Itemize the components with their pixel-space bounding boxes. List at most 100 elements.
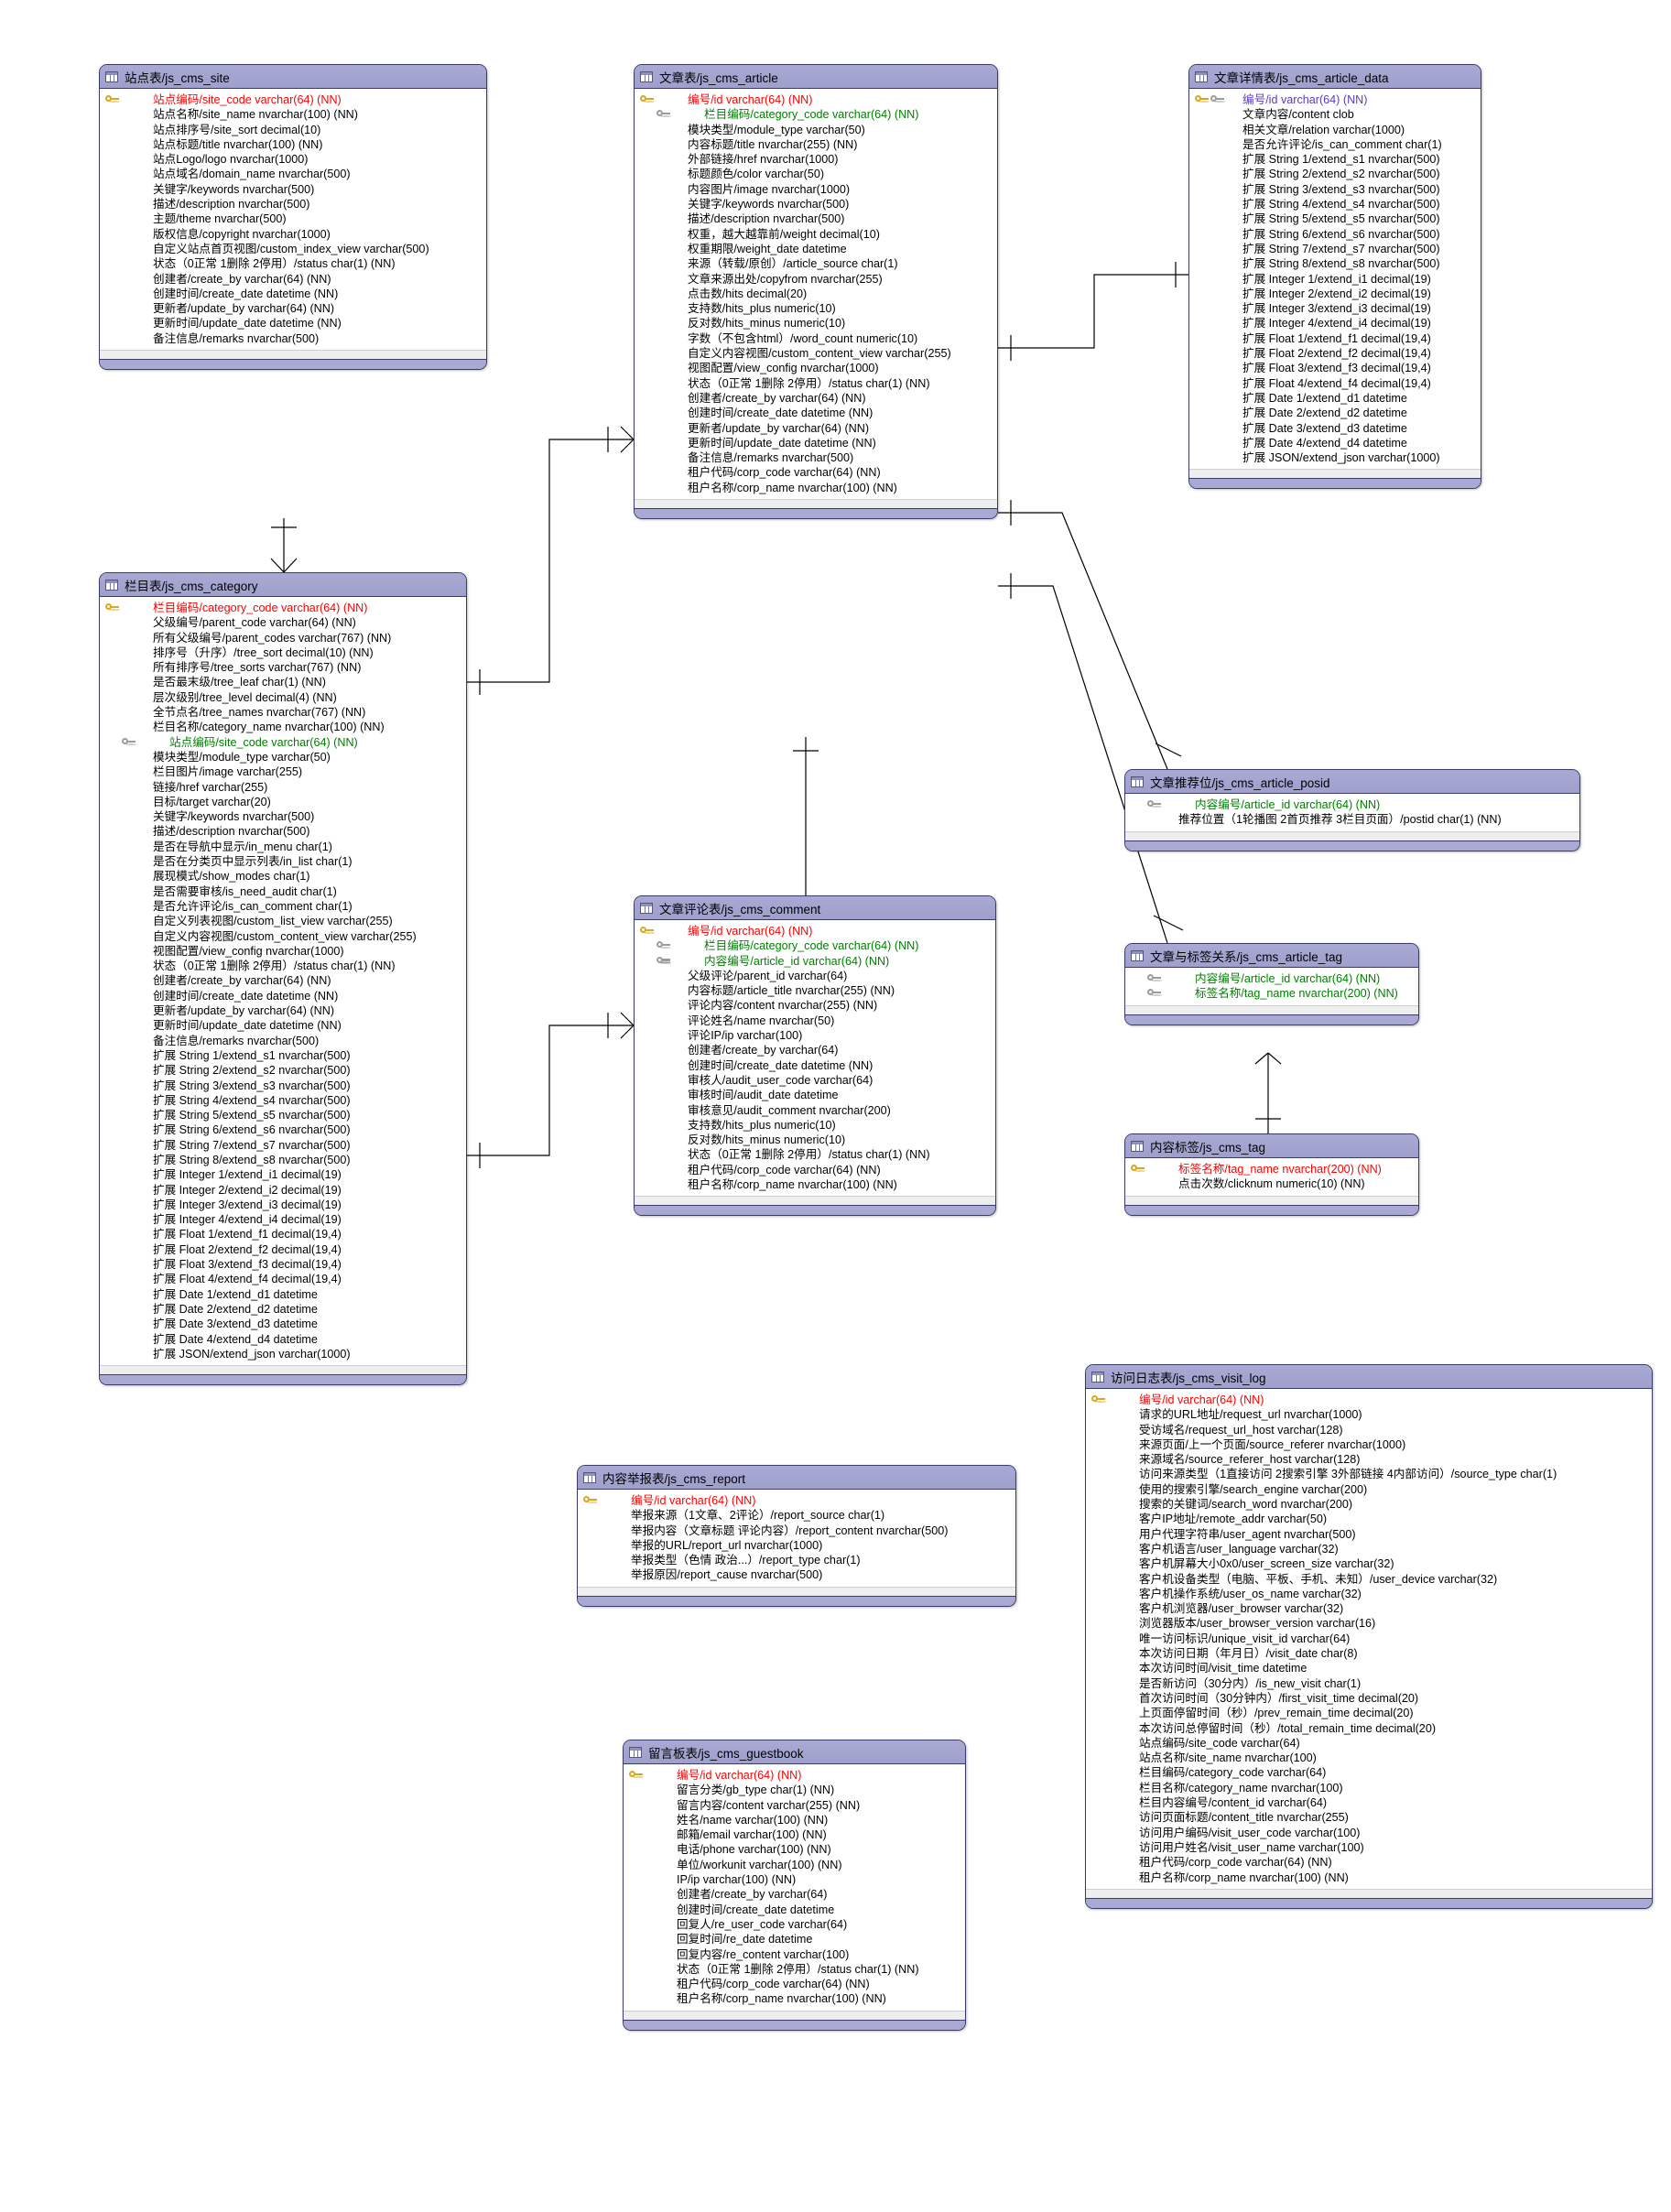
attribute-row[interactable]: 栏目编码/category_code varchar(64) <box>1086 1765 1652 1780</box>
attribute-row[interactable]: 创建者/create_by varchar(64) <box>635 1043 995 1057</box>
attribute-row[interactable]: 扩展 Float 4/extend_f4 decimal(19,4) <box>1189 376 1481 391</box>
attribute-row[interactable]: 电话/phone varchar(100) (NN) <box>624 1842 965 1857</box>
attribute-row[interactable]: 栏目编码/category_code varchar(64) (NN) <box>100 601 466 615</box>
attribute-row[interactable]: 客户机屏幕大小0x0/user_screen_size varchar(32) <box>1086 1556 1652 1571</box>
attribute-row[interactable]: 请求的URL地址/request_url nvarchar(1000) <box>1086 1407 1652 1422</box>
attribute-row[interactable]: 扩展 Integer 3/extend_i3 decimal(19) <box>100 1198 466 1212</box>
attribute-row[interactable]: 栏目内容编号/content_id varchar(64) <box>1086 1795 1652 1810</box>
attribute-row[interactable]: 是否在分类页中显示列表/in_list char(1) <box>100 854 466 869</box>
attribute-row[interactable]: 来源（转载/原创）/article_source char(1) <box>635 256 997 271</box>
attribute-row[interactable]: 创建时间/create_date datetime (NN) <box>635 1058 995 1073</box>
attribute-row[interactable]: 描述/description nvarchar(500) <box>100 824 466 839</box>
attribute-row[interactable]: 使用的搜索引擎/search_engine varchar(200) <box>1086 1482 1652 1497</box>
attribute-row[interactable]: 扩展 Float 1/extend_f1 decimal(19,4) <box>100 1227 466 1242</box>
attribute-row[interactable]: 是否新访问（30分内）/is_new_visit char(1) <box>1086 1676 1652 1691</box>
attribute-row[interactable]: 文章来源出处/copyfrom nvarchar(255) <box>635 272 997 287</box>
attribute-row[interactable]: 点击数/hits decimal(20) <box>635 287 997 301</box>
entity-tag[interactable]: 内容标签/js_cms_tag 标签名称/tag_name nvarchar(20… <box>1124 1133 1419 1216</box>
attribute-row[interactable]: 自定义列表视图/custom_list_view varchar(255) <box>100 914 466 928</box>
attribute-row[interactable]: 更新者/update_by varchar(64) (NN) <box>100 301 486 316</box>
attribute-row[interactable]: 上页面停留时间（秒）/prev_remain_time decimal(20) <box>1086 1706 1652 1720</box>
attribute-row[interactable]: 内容编号/article_id varchar(64) (NN) <box>1125 797 1579 812</box>
entity-header-visit_log[interactable]: 访问日志表/js_cms_visit_log <box>1086 1365 1652 1389</box>
attribute-row[interactable]: 扩展 Date 4/extend_d4 datetime <box>100 1332 466 1347</box>
attribute-row[interactable]: 栏目图片/image varchar(255) <box>100 764 466 779</box>
attribute-row[interactable]: 创建时间/create_date datetime (NN) <box>100 287 486 301</box>
attribute-row[interactable]: 内容标题/article_title nvarchar(255) (NN) <box>635 983 995 998</box>
attribute-row[interactable]: 标签名称/tag_name nvarchar(200) (NN) <box>1125 1162 1418 1176</box>
entity-category[interactable]: 栏目表/js_cms_category 栏目编码/category_code va… <box>99 572 467 1386</box>
attribute-row[interactable]: 扩展 Float 3/extend_f3 decimal(19,4) <box>100 1257 466 1272</box>
attribute-row[interactable]: 客户IP地址/remote_addr varchar(50) <box>1086 1512 1652 1526</box>
attribute-row[interactable]: 备注信息/remarks nvarchar(500) <box>635 450 997 465</box>
attribute-row[interactable]: 站点编码/site_code varchar(64) (NN) <box>100 735 466 750</box>
attribute-row[interactable]: 关键字/keywords nvarchar(500) <box>100 182 486 197</box>
attribute-row[interactable]: 举报来源（1文章、2评论）/report_source char(1) <box>578 1508 1015 1523</box>
attribute-row[interactable]: 扩展 Date 1/extend_d1 datetime <box>100 1287 466 1302</box>
attribute-row[interactable]: 内容标题/title nvarchar(255) (NN) <box>635 137 997 152</box>
attribute-row[interactable]: 邮箱/email varchar(100) (NN) <box>624 1827 965 1842</box>
attribute-row[interactable]: 状态（0正常 1删除 2停用）/status char(1) (NN) <box>635 1147 995 1162</box>
attribute-row[interactable]: 更新者/update_by varchar(64) (NN) <box>635 421 997 436</box>
attribute-row[interactable]: 父级评论/parent_id varchar(64) <box>635 969 995 983</box>
attribute-row[interactable]: 扩展 String 1/extend_s1 nvarchar(500) <box>100 1048 466 1063</box>
entity-header-article_tag[interactable]: 文章与标签关系/js_cms_article_tag <box>1125 944 1418 968</box>
attribute-row[interactable]: 扩展 Integer 3/extend_i3 decimal(19) <box>1189 301 1481 316</box>
attribute-row[interactable]: 扩展 Date 2/extend_d2 datetime <box>1189 406 1481 420</box>
attribute-row[interactable]: 父级编号/parent_code varchar(64) (NN) <box>100 615 466 630</box>
attribute-row[interactable]: 站点域名/domain_name nvarchar(500) <box>100 167 486 181</box>
attribute-row[interactable]: 租户名称/corp_name nvarchar(100) (NN) <box>1086 1870 1652 1885</box>
attribute-row[interactable]: 站点编码/site_code varchar(64) (NN) <box>100 92 486 107</box>
attribute-row[interactable]: 内容图片/image nvarchar(1000) <box>635 182 997 197</box>
attribute-row[interactable]: 反对数/hits_minus numeric(10) <box>635 1133 995 1147</box>
attribute-row[interactable]: 创建者/create_by varchar(64) (NN) <box>100 272 486 287</box>
attribute-row[interactable]: 关键字/keywords nvarchar(500) <box>635 197 997 211</box>
attribute-row[interactable]: 创建时间/create_date datetime (NN) <box>100 989 466 1003</box>
attribute-row[interactable]: 评论姓名/name nvarchar(50) <box>635 1014 995 1028</box>
attribute-row[interactable]: 更新时间/update_date datetime (NN) <box>100 316 486 331</box>
attribute-row[interactable]: 回复时间/re_date datetime <box>624 1932 965 1946</box>
attribute-row[interactable]: 客户机语言/user_language varchar(32) <box>1086 1542 1652 1556</box>
attribute-row[interactable]: 站点Logo/logo nvarchar(1000) <box>100 152 486 167</box>
attribute-row[interactable]: 编号/id varchar(64) (NN) <box>1086 1393 1652 1407</box>
attribute-row[interactable]: 扩展 Float 2/extend_f2 decimal(19,4) <box>1189 346 1481 361</box>
attribute-row[interactable]: 客户机操作系统/user_os_name varchar(32) <box>1086 1587 1652 1601</box>
attribute-row[interactable]: 是否需要审核/is_need_audit char(1) <box>100 884 466 899</box>
attribute-row[interactable]: 描述/description nvarchar(500) <box>100 197 486 211</box>
attribute-row[interactable]: 模块类型/module_type varchar(50) <box>635 123 997 137</box>
attribute-row[interactable]: 扩展 Date 1/extend_d1 datetime <box>1189 391 1481 406</box>
attribute-row[interactable]: 受访域名/request_url_host varchar(128) <box>1086 1423 1652 1437</box>
attribute-row[interactable]: 站点标题/title nvarchar(100) (NN) <box>100 137 486 152</box>
attribute-row[interactable]: 扩展 String 5/extend_s5 nvarchar(500) <box>100 1108 466 1122</box>
attribute-row[interactable]: 扩展 Float 3/extend_f3 decimal(19,4) <box>1189 361 1481 375</box>
attribute-row[interactable]: 扩展 String 1/extend_s1 nvarchar(500) <box>1189 152 1481 167</box>
attribute-row[interactable]: 视图配置/view_config nvarchar(1000) <box>100 944 466 959</box>
attribute-row[interactable]: 扩展 String 2/extend_s2 nvarchar(500) <box>100 1063 466 1078</box>
entity-header-guestbook[interactable]: 留言板表/js_cms_guestbook <box>624 1740 965 1764</box>
attribute-row[interactable]: 展现模式/show_modes char(1) <box>100 869 466 884</box>
attribute-row[interactable]: 栏目编码/category_code varchar(64) (NN) <box>635 107 997 122</box>
attribute-row[interactable]: 扩展 String 6/extend_s6 nvarchar(500) <box>1189 227 1481 242</box>
attribute-row[interactable]: 举报原因/report_cause nvarchar(500) <box>578 1567 1015 1582</box>
attribute-row[interactable]: 点击次数/clicknum numeric(10) (NN) <box>1125 1176 1418 1191</box>
attribute-row[interactable]: 反对数/hits_minus numeric(10) <box>635 316 997 331</box>
attribute-row[interactable]: 是否最末级/tree_leaf char(1) (NN) <box>100 675 466 689</box>
attribute-row[interactable]: 单位/workunit varchar(100) (NN) <box>624 1858 965 1872</box>
attribute-row[interactable]: 标题颜色/color varchar(50) <box>635 167 997 181</box>
attribute-row[interactable]: 审核意见/audit_comment nvarchar(200) <box>635 1103 995 1118</box>
attribute-row[interactable]: 扩展 Float 2/extend_f2 decimal(19,4) <box>100 1242 466 1257</box>
attribute-row[interactable]: 回复人/re_user_code varchar(64) <box>624 1917 965 1932</box>
attribute-row[interactable]: 是否允许评论/is_can_comment char(1) <box>1189 137 1481 152</box>
attribute-row[interactable]: 扩展 String 8/extend_s8 nvarchar(500) <box>1189 256 1481 271</box>
attribute-row[interactable]: 扩展 String 3/extend_s3 nvarchar(500) <box>1189 182 1481 197</box>
attribute-row[interactable]: 是否在导航中显示/in_menu char(1) <box>100 840 466 854</box>
attribute-row[interactable]: 所有父级编号/parent_codes varchar(767) (NN) <box>100 631 466 645</box>
attribute-row[interactable]: 备注信息/remarks nvarchar(500) <box>100 1034 466 1048</box>
attribute-row[interactable]: 扩展 String 8/extend_s8 nvarchar(500) <box>100 1153 466 1167</box>
attribute-row[interactable]: 留言内容/content varchar(255) (NN) <box>624 1798 965 1813</box>
attribute-row[interactable]: 用户代理字符串/user_agent nvarchar(500) <box>1086 1527 1652 1542</box>
attribute-row[interactable]: 权重，越大越靠前/weight decimal(10) <box>635 227 997 242</box>
attribute-row[interactable]: 扩展 Date 3/extend_d3 datetime <box>1189 421 1481 436</box>
attribute-row[interactable]: 链接/href varchar(255) <box>100 780 466 795</box>
attribute-row[interactable]: 版权信息/copyright nvarchar(1000) <box>100 227 486 242</box>
